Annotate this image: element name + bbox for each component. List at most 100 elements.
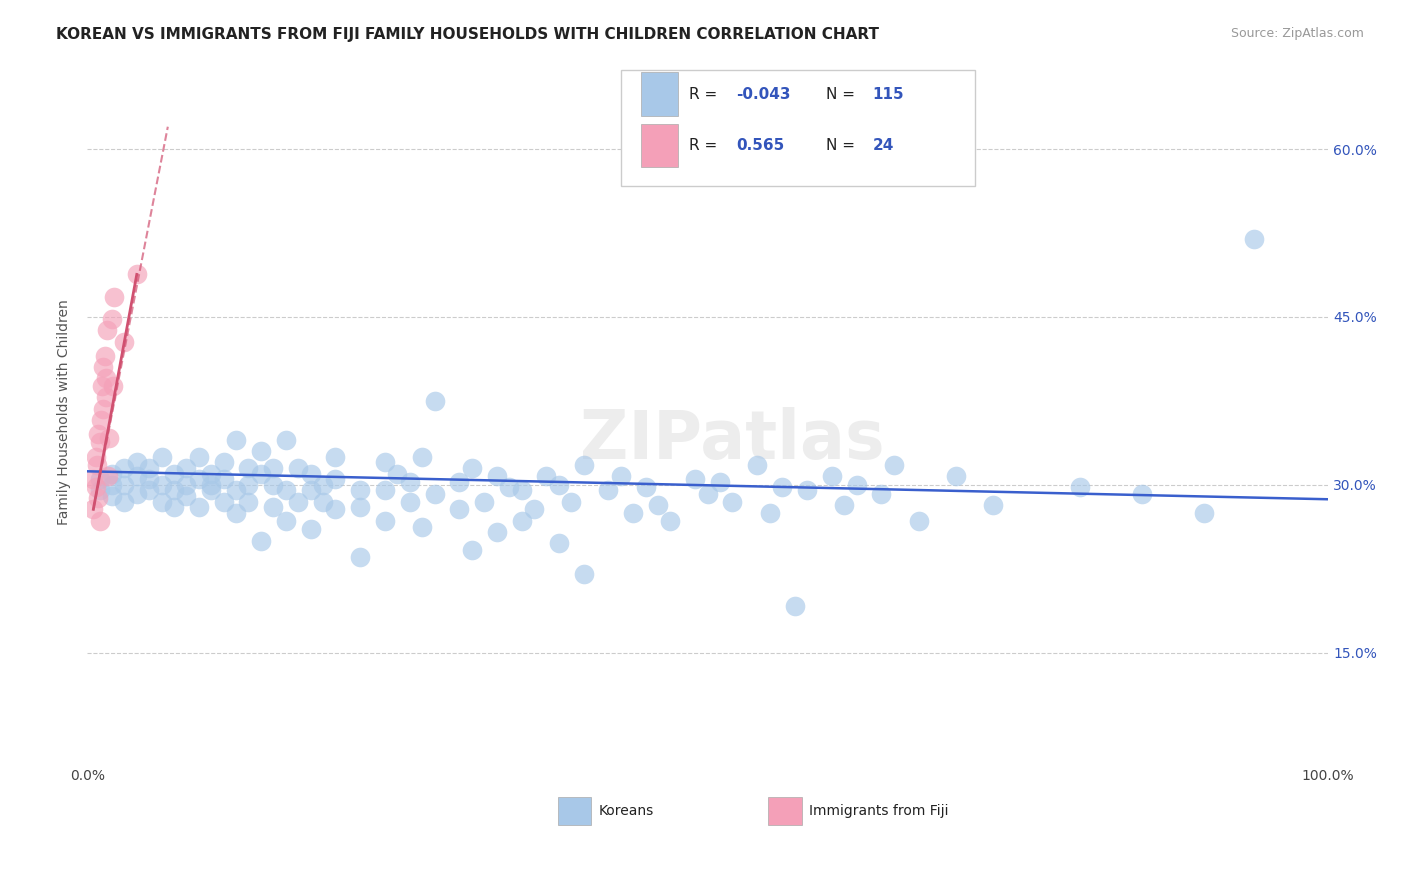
Point <box>225 506 247 520</box>
Point <box>150 477 173 491</box>
Point <box>101 489 124 503</box>
Point <box>87 427 110 442</box>
Point <box>374 455 396 469</box>
FancyBboxPatch shape <box>621 70 974 186</box>
Point <box>200 477 222 491</box>
Point <box>312 477 335 491</box>
Y-axis label: Family Households with Children: Family Households with Children <box>58 299 72 524</box>
Point <box>325 472 347 486</box>
Point <box>138 472 160 486</box>
Point <box>461 461 484 475</box>
Point <box>696 486 718 500</box>
Point <box>845 477 868 491</box>
Point <box>86 458 108 472</box>
Point <box>610 468 633 483</box>
Point <box>510 514 533 528</box>
Point <box>112 334 135 349</box>
Text: Koreans: Koreans <box>599 804 654 818</box>
Point <box>274 514 297 528</box>
Point <box>547 536 569 550</box>
Point <box>91 379 114 393</box>
Point <box>349 500 371 514</box>
Point <box>125 486 148 500</box>
Point <box>238 461 260 475</box>
Point <box>325 502 347 516</box>
Point <box>250 444 273 458</box>
Point <box>138 483 160 498</box>
Point <box>187 500 209 514</box>
Point <box>523 502 546 516</box>
Point <box>101 477 124 491</box>
Point <box>299 483 322 498</box>
Point <box>82 502 104 516</box>
Point <box>287 461 309 475</box>
Point <box>374 514 396 528</box>
Text: N =: N = <box>825 87 859 102</box>
Point <box>176 461 198 475</box>
Point <box>262 500 284 514</box>
Point <box>1130 486 1153 500</box>
Point <box>472 494 495 508</box>
Point <box>981 498 1004 512</box>
Text: 115: 115 <box>873 87 904 102</box>
Point <box>870 486 893 500</box>
Point <box>225 433 247 447</box>
Point <box>89 514 111 528</box>
Point <box>262 477 284 491</box>
Point <box>634 480 657 494</box>
Point <box>97 468 120 483</box>
Point <box>325 450 347 464</box>
Point <box>138 461 160 475</box>
Point <box>832 498 855 512</box>
Point <box>84 480 107 494</box>
Point <box>1069 480 1091 494</box>
Point <box>485 468 508 483</box>
Point <box>685 472 707 486</box>
Point <box>82 472 104 486</box>
Point <box>783 599 806 613</box>
Point <box>212 455 235 469</box>
Point <box>212 472 235 486</box>
Point <box>176 489 198 503</box>
Point <box>758 506 780 520</box>
Point <box>250 533 273 548</box>
Point <box>536 468 558 483</box>
Text: Immigrants from Fiji: Immigrants from Fiji <box>810 804 949 818</box>
Point <box>411 520 433 534</box>
Point <box>163 467 186 481</box>
Point <box>125 468 148 483</box>
Point <box>398 475 420 490</box>
Point <box>387 467 409 481</box>
Point <box>103 379 125 393</box>
Point <box>89 435 111 450</box>
FancyBboxPatch shape <box>641 72 678 116</box>
Point <box>796 483 818 498</box>
Point <box>150 494 173 508</box>
Point <box>374 483 396 498</box>
Point <box>423 393 446 408</box>
Point <box>659 514 682 528</box>
Point <box>87 491 110 505</box>
Point <box>287 494 309 508</box>
Point <box>125 268 148 282</box>
Point <box>560 494 582 508</box>
Point <box>98 431 121 445</box>
Point <box>349 483 371 498</box>
Point <box>461 542 484 557</box>
Point <box>150 450 173 464</box>
Point <box>747 458 769 472</box>
Point <box>449 502 471 516</box>
Text: R =: R = <box>689 138 723 153</box>
Point <box>647 498 669 512</box>
Point <box>91 401 114 416</box>
Text: N =: N = <box>825 138 859 153</box>
Text: R =: R = <box>689 87 723 102</box>
Point <box>349 550 371 565</box>
Point <box>398 494 420 508</box>
Point <box>1243 231 1265 245</box>
Point <box>821 468 844 483</box>
Point <box>163 500 186 514</box>
Point <box>112 477 135 491</box>
Point <box>91 360 114 375</box>
Point <box>89 483 111 498</box>
